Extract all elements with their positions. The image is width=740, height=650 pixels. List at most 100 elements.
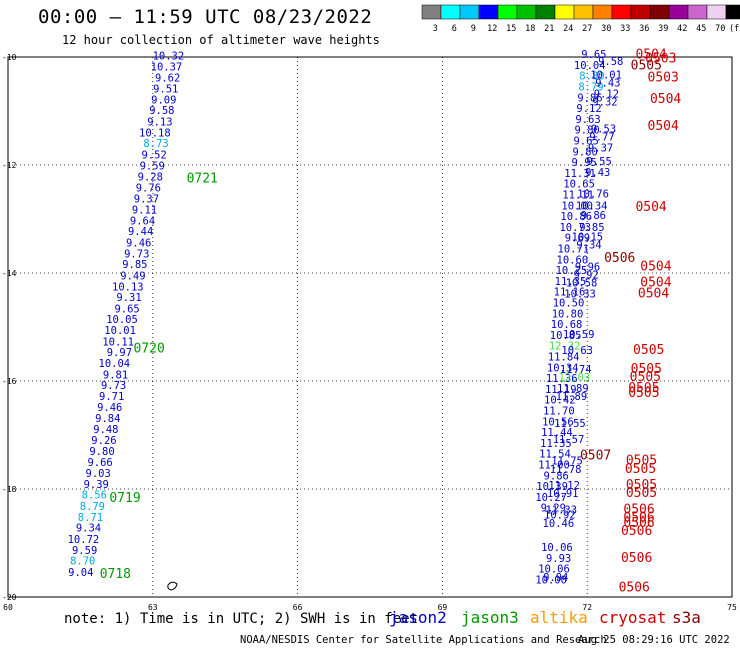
colorbar-label: 70 — [715, 24, 725, 34]
y-tick-label: -16 — [2, 377, 17, 386]
swh-value-label: 9.65 — [581, 49, 606, 61]
swh-value-label: 9.48 — [93, 424, 118, 436]
swh-value-label: 11.54 — [539, 449, 571, 461]
swh-value-label: 9.09 — [151, 94, 176, 106]
swh-value-label: 9.51 — [153, 84, 178, 96]
pass-time-label: 0504 — [650, 92, 681, 107]
swh-value-label: 9.64 — [130, 215, 155, 227]
colorbar-swatch — [554, 4, 575, 20]
colorbar-label: 36 — [639, 24, 649, 34]
swh-value-label: 9.03 — [86, 468, 111, 480]
swh-value-label: 11.55 — [554, 418, 586, 430]
footer-note: note: 1) Time is in UTC; 2) SWH is in fe… — [64, 611, 419, 627]
pass-time-label: 0506 — [623, 516, 654, 531]
swh-value-label: 9.80 — [573, 146, 598, 158]
swh-value-label: 9.44 — [128, 226, 153, 238]
swh-value-label: 9.63 — [575, 114, 600, 126]
x-tick-label: 72 — [582, 603, 592, 612]
swh-value-label: 9.71 — [99, 391, 124, 403]
colorbar-swatch — [459, 4, 480, 20]
swh-value-label: 9.80 — [574, 125, 599, 137]
pass-time-label: 0503 — [648, 70, 679, 85]
swh-value-label: 8.70 — [70, 556, 95, 568]
pass-time-label: 0506 — [619, 581, 650, 596]
right-track: 9.6510.048.808.799.869.129.639.809.659.8… — [535, 49, 623, 586]
axis-ticks: 60 63 66 69 72 75 -10 -12 -14 -16 -18 -20 — [2, 53, 737, 612]
swh-value-label: 9.39 — [84, 479, 109, 491]
pass-time-label: 0505 — [626, 454, 657, 469]
swh-value-label: 11.11 — [562, 189, 594, 201]
colorbar-label: 3 — [433, 24, 438, 34]
pass-time-label: 0721 — [187, 171, 218, 186]
swh-value-label: 10.00 — [561, 200, 593, 212]
pass-time-label: 0506 — [621, 551, 652, 566]
swh-value-label: 11.75 — [551, 456, 583, 468]
swh-value-label: 10.50 — [553, 297, 585, 309]
colorbar-swatch — [478, 4, 499, 20]
swh-value-label: 9.59 — [72, 545, 97, 557]
swh-value-label: 11.84 — [548, 351, 580, 363]
swh-value-label: 9.12 — [576, 103, 601, 115]
pass-time-label: 0504 — [635, 200, 666, 215]
swh-value-label: 11.31 — [564, 168, 596, 180]
swh-value-label: 10.06 — [538, 564, 570, 576]
colorbar-swatch — [649, 4, 670, 20]
pass-time-label: 0505 — [631, 58, 662, 73]
colorbar-swatch — [516, 4, 537, 20]
pass-time-label: 0505 — [631, 362, 662, 377]
time-labels: 0721072007190718050405030505050305040504… — [100, 48, 682, 596]
swh-value-label: 9.37 — [134, 193, 159, 205]
pass-time-label: 0505 — [626, 486, 657, 501]
colorbar-label: 9 — [471, 24, 476, 34]
swh-value-label: 10.00 — [535, 575, 567, 587]
colorbar-swatch — [687, 4, 708, 20]
swh-value-label: 10.37 — [151, 62, 183, 74]
swh-value-label: 10.72 — [68, 534, 100, 546]
swh-value-label: 9.32 — [592, 97, 617, 109]
pass-time-label: 0506 — [623, 502, 654, 517]
swh-value-label: 8.73 — [143, 138, 168, 150]
pass-time-label: 0504 — [638, 286, 669, 301]
x-tick-label: 69 — [438, 603, 448, 612]
colorbar-swatch — [725, 4, 740, 20]
swh-value-label: 11.35 — [555, 276, 587, 288]
swh-value-label: 10.80 — [552, 308, 584, 320]
swh-value-label: 9.58 — [598, 56, 623, 68]
swh-value-label: 9.86 — [581, 210, 606, 222]
grid-lines — [8, 57, 732, 597]
swh-value-label: 10.32 — [153, 51, 185, 63]
swh-value-label: 9.97 — [107, 347, 132, 359]
swh-value-label: 9.95 — [572, 157, 597, 169]
colorbar-label: 18 — [525, 24, 535, 34]
colorbar-swatch — [497, 4, 518, 20]
colorbar-label: 42 — [677, 24, 687, 34]
swh-value-label: 9.85 — [122, 259, 147, 271]
swh-value-label: 12.32 — [549, 341, 581, 353]
swh-value-label: 9.65 — [114, 303, 139, 315]
swh-value-label: 10.34 — [576, 200, 608, 212]
colorbar-swatch — [668, 4, 689, 20]
swh-value-label: 11.89 — [556, 391, 588, 403]
swh-value-label: 9.73 — [101, 380, 126, 392]
colorbar-label: 6 — [452, 24, 457, 34]
x-tick-label: 63 — [148, 603, 158, 612]
swh-value-label: 9.13 — [147, 117, 172, 129]
swh-value-label: 9.65 — [573, 135, 598, 147]
y-tick-label: -14 — [2, 269, 17, 278]
colorbar-swatch — [630, 4, 651, 20]
pass-time-label: 0505 — [628, 381, 659, 396]
swh-value-label: 10.73 — [559, 222, 591, 234]
swh-value-label: 10.91 — [547, 488, 579, 500]
footer-credit: NOAA/NESDIS Center for Satellite Applica… — [240, 634, 607, 646]
swh-value-label: 10.04 — [574, 60, 606, 72]
colorbar-label: 30 — [601, 24, 611, 34]
swh-value-label: 10.42 — [544, 395, 576, 407]
swh-value-label: 10.85 — [550, 330, 582, 342]
swh-value-label: 9.80 — [89, 446, 114, 458]
swh-value-label: 11.57 — [553, 434, 585, 446]
colorbar-swatch — [611, 4, 632, 20]
swh-value-label: 9.26 — [91, 435, 116, 447]
colorbar-label: 33 — [620, 24, 630, 34]
